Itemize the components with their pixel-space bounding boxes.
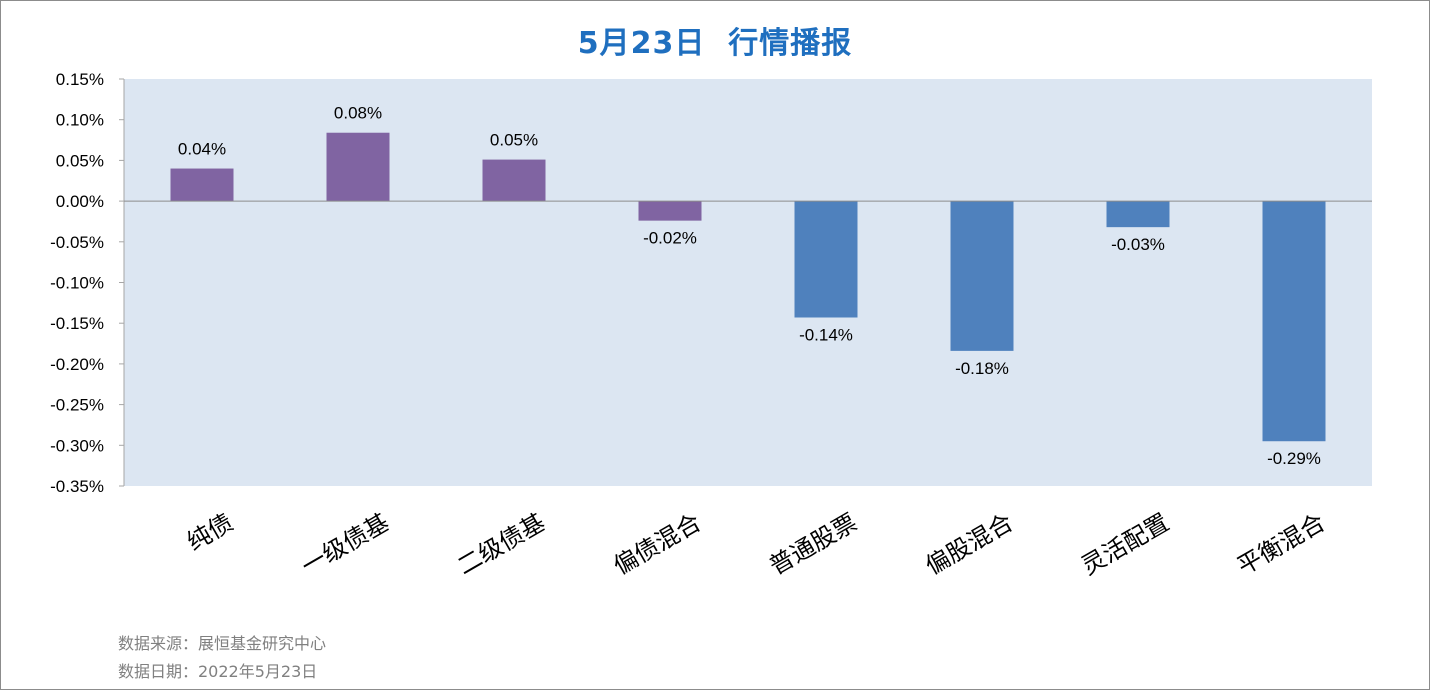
bar	[326, 132, 390, 202]
y-tick-label: -0.30%	[50, 436, 104, 455]
data-label: -0.02%	[643, 229, 697, 248]
bar	[482, 159, 546, 202]
data-labels: 0.04% 0.08% 0.05% -0.02% -0.14% -0.18% -0.03% -…	[178, 104, 1321, 469]
bar	[794, 201, 858, 318]
date-note: 数据日期：2022年5月23日	[118, 662, 318, 681]
data-label: -0.29%	[1267, 449, 1321, 468]
category-label: 灵活配置	[1077, 508, 1174, 580]
bar	[170, 168, 234, 202]
y-tick-label: -0.05%	[50, 233, 104, 252]
y-tick-label: 0.10%	[56, 111, 104, 130]
bar	[1106, 201, 1170, 228]
category-label: 偏债混合	[609, 508, 706, 580]
y-tick-label: -0.25%	[50, 396, 104, 415]
bar	[950, 201, 1014, 351]
y-tick-label: -0.20%	[50, 355, 104, 374]
y-axis: 0.15% 0.10% 0.05% 0.00% -0.05% -0.10% -0.15% -0…	[50, 70, 125, 496]
plot-area	[124, 79, 1372, 486]
category-label: 普通股票	[765, 508, 862, 580]
y-tick-label: 0.15%	[56, 70, 104, 89]
source-note: 数据来源：展恒基金研究中心	[118, 634, 327, 653]
data-label: -0.14%	[799, 326, 853, 345]
data-label: 0.08%	[334, 104, 382, 123]
data-label: 0.05%	[490, 131, 538, 150]
y-tick-label: 0.05%	[56, 151, 104, 170]
category-label: 一级债基	[297, 508, 394, 580]
category-labels: 纯债 一级债基 二级债基 偏债混合 普通股票 偏股混合 灵活配置 平衡混合	[182, 508, 1330, 580]
y-tick-label: -0.15%	[50, 314, 104, 333]
bars	[170, 132, 1326, 442]
data-label: -0.03%	[1111, 235, 1165, 254]
bar	[638, 201, 702, 221]
y-tick-label: -0.35%	[50, 477, 104, 496]
bar	[1262, 201, 1326, 442]
category-label: 纯债	[182, 508, 238, 556]
y-tick-label: -0.10%	[50, 274, 104, 293]
data-label: -0.18%	[955, 359, 1009, 378]
category-label: 偏股混合	[921, 508, 1018, 580]
category-label: 平衡混合	[1233, 508, 1330, 580]
chart-title: 5月23日 行情播报	[577, 26, 853, 61]
category-label: 二级债基	[453, 508, 550, 580]
y-tick-label: 0.00%	[56, 192, 104, 211]
data-label: 0.04%	[178, 140, 226, 159]
